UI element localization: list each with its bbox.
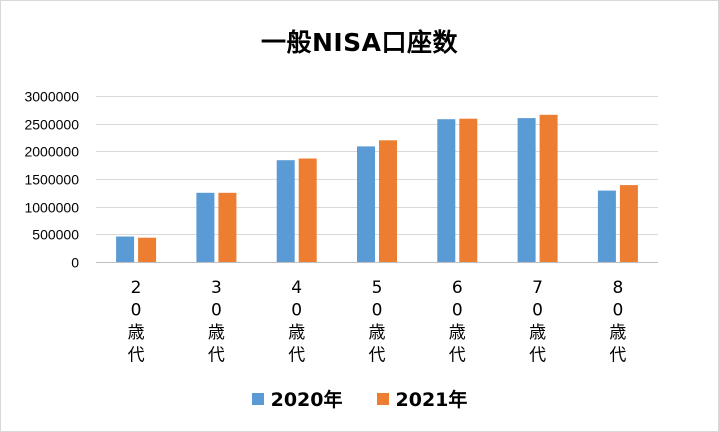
- bar-2020-70s: [517, 118, 536, 262]
- bar-2021-70s: [539, 114, 558, 262]
- bars: [116, 114, 638, 262]
- y-tick-label: 2500000: [24, 117, 79, 133]
- legend-swatch-2021: [376, 392, 389, 405]
- x-category-label: 2 0 歳代: [128, 278, 145, 366]
- bar-2021-40s: [298, 158, 317, 262]
- legend-label-2020: 2020年: [270, 389, 343, 411]
- bar-2021-30s: [218, 192, 237, 262]
- bar-2020-30s: [196, 192, 215, 262]
- x-category-label: 4 0 歳代: [288, 278, 305, 366]
- legend-label-2021: 2021年: [395, 389, 468, 411]
- bar-2021-50s: [379, 140, 397, 262]
- legend-swatch-2020: [251, 392, 264, 405]
- y-tick-label: 1000000: [24, 200, 79, 216]
- bar-2020-20s: [116, 236, 135, 262]
- y-tick-label: 3000000: [24, 89, 79, 105]
- chart-title: 一般NISA口座数: [260, 28, 459, 57]
- x-axis-categories: 2 0 歳代 3 0 歳代 4 0 歳代 5 0 歳代 6 0 歳代 7 0 歳代 8 0 歳代: [128, 278, 627, 366]
- x-category-label: 7 0 歳代: [529, 278, 546, 366]
- x-category-label: 8 0 歳代: [609, 278, 626, 366]
- x-category-label: 5 0 歳代: [369, 278, 386, 366]
- bar-2020-40s: [276, 160, 295, 262]
- x-category-label: 6 0 歳代: [449, 278, 466, 366]
- bar-2021-20s: [138, 237, 157, 262]
- legend-item-2020: 2020年: [251, 385, 343, 412]
- y-tick-label: 500000: [32, 227, 79, 243]
- bar-2020-80s: [597, 190, 616, 262]
- bar-2021-60s: [459, 118, 478, 262]
- legend-item-2021: 2021年: [376, 385, 468, 412]
- bar-2020-50s: [357, 146, 375, 262]
- legend: 2020年 2021年: [1, 385, 718, 412]
- y-tick-label: 2000000: [24, 144, 79, 160]
- y-tick-label: 0: [71, 255, 79, 271]
- y-axis-ticks: 0 500000 1000000 1500000 2000000 2500000 30000…: [24, 89, 79, 271]
- bar-2021-80s: [619, 185, 638, 262]
- gridlines: [96, 96, 658, 263]
- bar-2020-60s: [437, 119, 456, 262]
- y-tick-label: 1500000: [24, 172, 79, 188]
- x-category-label: 3 0 歳代: [208, 278, 225, 366]
